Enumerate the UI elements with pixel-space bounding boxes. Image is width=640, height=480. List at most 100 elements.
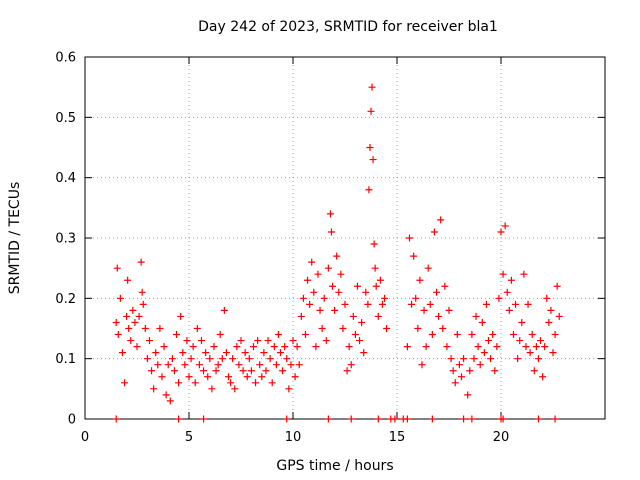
data-point [227,379,235,387]
data-point [353,282,361,290]
data-point [449,367,457,375]
data-point [160,343,168,351]
x-tick-label: 10 [285,430,302,445]
zero-data-point [112,415,120,423]
data-point [177,312,185,320]
data-point [245,355,253,363]
data-point [113,264,121,272]
data-point [365,186,373,194]
data-point [478,318,486,326]
data-point [326,210,334,218]
data-point [193,325,201,332]
data-point [482,300,490,308]
zero-data-point [551,415,559,423]
data-point [297,312,305,320]
data-point [360,349,368,357]
data-point [371,264,379,272]
data-point [383,325,391,332]
data-point [324,264,332,272]
data-point [197,337,205,345]
data-point [131,318,139,326]
y-tick-label: 0 [68,413,76,428]
data-point [274,331,282,339]
data-point [522,343,530,351]
data-point [137,258,145,266]
data-point [266,355,274,363]
data-point [262,367,270,375]
data-point [489,331,497,339]
data-point [216,331,224,339]
zero-data-point [460,415,468,423]
data-point [381,294,389,302]
data-point [185,373,193,381]
data-point [127,337,135,345]
data-point [243,373,251,381]
zero-data-point [324,415,332,423]
data-point [320,294,328,302]
data-point [125,325,133,332]
data-point [173,331,181,339]
data-point [472,312,480,320]
data-point [152,349,160,357]
data-point [164,361,172,369]
data-point [181,361,189,369]
data-point [162,391,170,399]
data-point [447,355,455,363]
data-point [485,337,493,345]
data-point [327,228,335,236]
data-point [545,318,553,326]
data-point [170,367,178,375]
data-point [202,349,210,357]
data-point [118,349,126,357]
zero-data-point [347,415,355,423]
data-point [520,270,528,278]
data-point [364,300,372,308]
data-point [279,367,287,375]
data-point [154,361,162,369]
y-tick-label: 0.2 [55,292,76,307]
data-point [416,276,424,284]
data-point [524,300,532,308]
data-point [426,300,434,308]
data-point [337,270,345,278]
data-point [254,337,262,345]
y-tick-label: 0.5 [55,111,76,126]
data-point [372,282,380,290]
data-point [430,228,438,236]
data-point [249,343,257,351]
data-point [514,355,522,363]
data-point [501,222,509,230]
data-point [420,306,428,314]
data-point [339,325,347,332]
zero-data-point [374,415,382,423]
data-point [158,373,166,381]
data-point [285,385,293,393]
data-point [374,312,382,320]
data-point [121,379,129,387]
data-point [378,300,386,308]
data-point [445,306,453,314]
data-point [316,306,324,314]
grid-layer [85,57,605,419]
data-point [470,355,478,363]
data-point [148,367,156,375]
zero-data-point [499,415,507,423]
data-point [189,343,197,351]
data-point [356,337,364,345]
data-point [208,385,216,393]
data-point [451,379,459,387]
data-point [331,306,339,314]
data-point [214,361,222,369]
data-point [362,288,370,296]
data-point [403,343,411,351]
data-point [528,331,536,339]
data-point [281,343,289,351]
data-point [512,300,520,308]
data-point [301,331,309,339]
data-point [368,83,376,91]
data-point [441,282,449,290]
data-point [437,216,445,224]
data-point [293,343,301,351]
data-point [183,337,191,345]
